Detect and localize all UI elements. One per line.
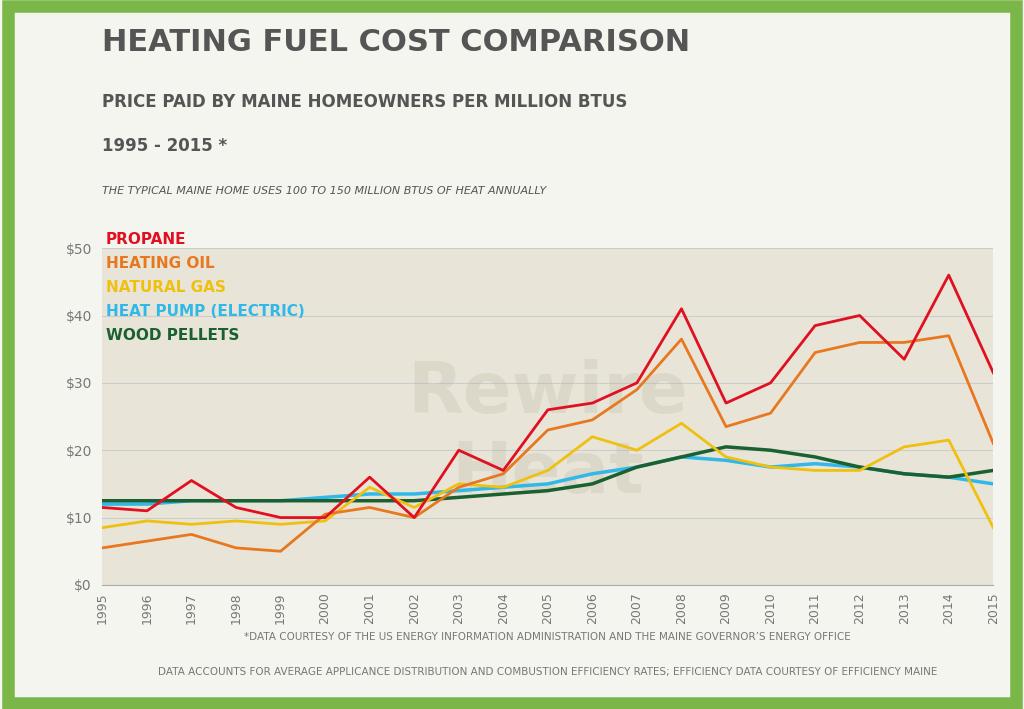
Text: 1995 - 2015 *: 1995 - 2015 * bbox=[102, 138, 227, 155]
Text: HEAT PUMP (ELECTRIC): HEAT PUMP (ELECTRIC) bbox=[105, 303, 304, 318]
Text: *DATA COURTESY OF THE US ENERGY INFORMATION ADMINISTRATION AND THE MAINE GOVERNO: *DATA COURTESY OF THE US ENERGY INFORMAT… bbox=[245, 632, 851, 642]
Text: THE TYPICAL MAINE HOME USES 100 TO 150 MILLION BTUS OF HEAT ANNUALLY: THE TYPICAL MAINE HOME USES 100 TO 150 M… bbox=[102, 186, 547, 196]
Text: PROPANE: PROPANE bbox=[105, 232, 186, 247]
Text: HEATING FUEL COST COMPARISON: HEATING FUEL COST COMPARISON bbox=[102, 28, 690, 57]
Text: WOOD PELLETS: WOOD PELLETS bbox=[105, 328, 240, 342]
Text: NATURAL GAS: NATURAL GAS bbox=[105, 279, 225, 295]
Text: HEATING OIL: HEATING OIL bbox=[105, 256, 214, 271]
Text: PRICE PAID BY MAINE HOMEOWNERS PER MILLION BTUS: PRICE PAID BY MAINE HOMEOWNERS PER MILLI… bbox=[102, 93, 628, 111]
Text: DATA ACCOUNTS FOR AVERAGE APPLICANCE DISTRIBUTION AND COMBUSTION EFFICIENCY RATE: DATA ACCOUNTS FOR AVERAGE APPLICANCE DIS… bbox=[158, 667, 938, 677]
Text: Rewire
Heat: Rewire Heat bbox=[408, 359, 688, 508]
